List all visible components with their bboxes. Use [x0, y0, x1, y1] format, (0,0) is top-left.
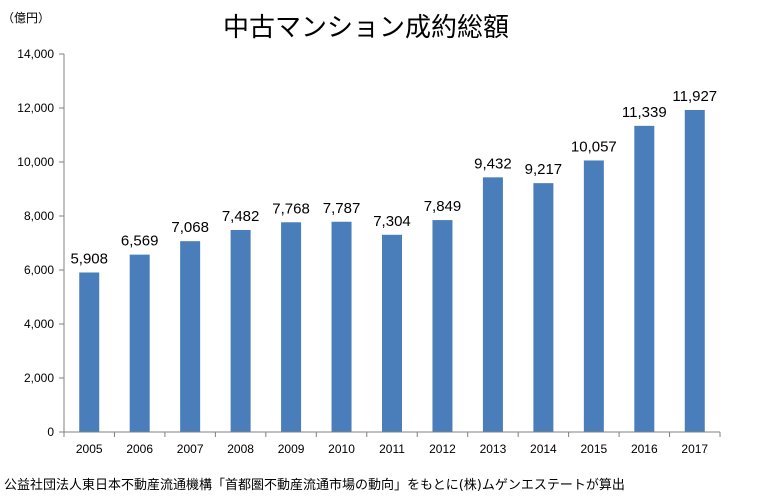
bar-2013	[482, 177, 503, 432]
y-tick-label: 12,000	[17, 101, 54, 115]
data-label-2005: 5,908	[70, 250, 108, 267]
data-label-2013: 9,432	[474, 155, 512, 172]
x-tick-label: 2013	[480, 442, 507, 456]
bar-2009	[281, 222, 302, 432]
x-tick-label: 2012	[429, 442, 456, 456]
source-note: 公益社団法人東日本不動産流通機構「首都圏不動産流通市場の動向」をもとに(株)ムゲ…	[4, 477, 625, 493]
y-tick-label: 6,000	[24, 263, 54, 277]
data-label-2011: 7,304	[373, 213, 411, 230]
x-tick-label: 2007	[177, 442, 204, 456]
data-label-2016: 11,339	[622, 104, 667, 121]
bar-2014	[533, 183, 554, 432]
data-label-2010: 7,787	[323, 200, 361, 217]
bar-2005	[79, 272, 100, 432]
bar-2017	[684, 109, 705, 432]
data-labels: 5,908 6,569 7,068 7,482 7,768 7,787 7,304 7,849…	[70, 88, 717, 268]
bar-2010	[331, 221, 352, 432]
x-tick-label: 2017	[681, 442, 708, 456]
data-label-2009: 7,768	[272, 200, 310, 217]
x-tick-label: 2010	[328, 442, 355, 456]
y-axis-unit-label: （億円）	[2, 11, 50, 25]
y-tick-label: 0	[47, 425, 54, 439]
x-tick-label: 2014	[530, 442, 557, 456]
bar-2008	[230, 229, 251, 432]
bar-2011	[382, 234, 402, 432]
bar-2016	[634, 125, 655, 433]
chart-title: 中古マンション成約総額	[223, 13, 509, 43]
x-tick-label: 2016	[631, 442, 658, 456]
y-axis: 0 2,000 4,000 6,000 8,000 10,000 12,000 14,000	[17, 47, 65, 439]
bar-2007	[180, 241, 201, 432]
data-label-2007: 7,068	[171, 219, 209, 236]
y-tick-label: 2,000	[24, 371, 54, 385]
y-tick-label: 14,000	[17, 47, 54, 61]
y-tick-label: 8,000	[24, 209, 54, 223]
x-axis: 2005 2006 2007 2008 2009 2010 2011 2012 2013 2014…	[63, 431, 721, 456]
data-label-2015: 10,057	[571, 138, 617, 155]
bar-2006	[129, 254, 150, 432]
x-tick-label: 2009	[278, 442, 305, 456]
data-label-2008: 7,482	[222, 208, 260, 225]
x-tick-label: 2008	[227, 442, 254, 456]
data-label-2006: 6,569	[121, 233, 159, 250]
data-label-2012: 7,849	[424, 198, 462, 215]
x-tick-label: 2005	[76, 442, 103, 456]
x-tick-label: 2015	[580, 442, 607, 456]
x-tick-label: 2011	[379, 442, 405, 456]
data-label-2017: 11,927	[672, 88, 717, 105]
x-tick-label: 2006	[126, 442, 153, 456]
bars	[79, 109, 705, 433]
bar-2015	[583, 160, 604, 432]
data-label-2014: 9,217	[525, 161, 563, 178]
bar-2012	[432, 220, 453, 432]
y-tick-label: 4,000	[24, 317, 54, 331]
y-tick-label: 10,000	[17, 155, 54, 169]
